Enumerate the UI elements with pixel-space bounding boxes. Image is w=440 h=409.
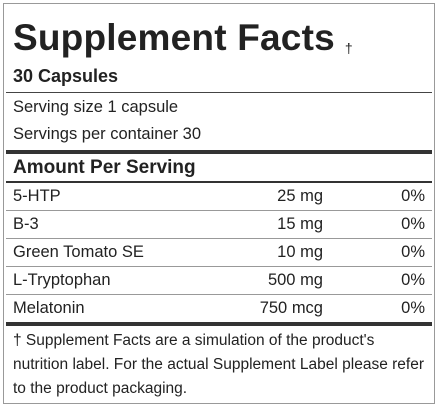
amount: 500 mg	[267, 271, 323, 289]
table-row: B-3 15 mg 0%	[6, 211, 432, 239]
amount: 15 mg	[277, 215, 323, 233]
title-mark: †	[344, 40, 353, 56]
footnote: † Supplement Facts are a simulation of t…	[13, 332, 424, 397]
rule	[6, 322, 432, 326]
ingredient-name: B-3	[13, 215, 39, 233]
subtitle: 30 Capsules	[13, 66, 119, 86]
table-row: L-Tryptophan 500 mg 0%	[6, 267, 432, 295]
daily-value: 0%	[401, 299, 425, 317]
rule	[6, 150, 432, 154]
serving-info: Serving size 1 capsule Servings per cont…	[4, 93, 434, 150]
amount: 25 mg	[277, 187, 323, 205]
amount: 10 mg	[277, 243, 323, 261]
ingredient-name: 5-HTP	[13, 187, 61, 205]
rule	[6, 92, 432, 93]
amount: 750 mcg	[259, 299, 323, 317]
servings-per-container: Servings per container 30	[13, 125, 202, 143]
ingredient-name: Melatonin	[13, 299, 85, 317]
table-row: Melatonin 750 mcg 0%	[6, 295, 432, 322]
daily-value: 0%	[401, 187, 425, 205]
table-header: Amount Per Serving	[13, 157, 196, 178]
serving-size: Serving size 1 capsule	[13, 98, 179, 116]
supplement-label: Supplement Facts † 30 Capsules Serving s…	[3, 3, 435, 404]
table-rows: 5-HTP 25 mg 0% B-3 15 mg 0% Green Tomato SE 10 …	[4, 183, 434, 322]
title: Supplement Facts	[13, 17, 335, 58]
table-row: 5-HTP 25 mg 0%	[6, 183, 432, 211]
title-row: Supplement Facts †	[4, 4, 434, 62]
table-row: Green Tomato SE 10 mg 0%	[6, 239, 432, 267]
ingredient-name: L-Tryptophan	[13, 271, 111, 289]
daily-value: 0%	[401, 243, 425, 261]
rule	[6, 181, 432, 183]
daily-value: 0%	[401, 271, 425, 289]
daily-value: 0%	[401, 215, 425, 233]
ingredient-name: Green Tomato SE	[13, 243, 144, 261]
